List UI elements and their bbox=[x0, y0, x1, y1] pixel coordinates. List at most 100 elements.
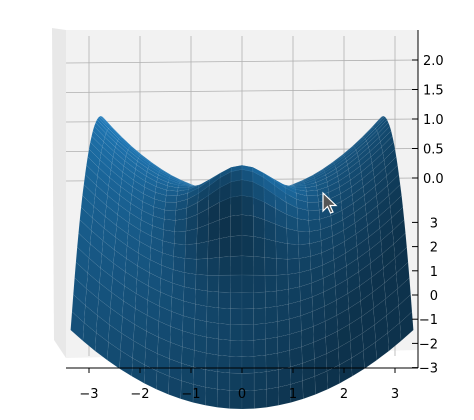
surface-face bbox=[253, 323, 266, 341]
surface-face bbox=[252, 215, 265, 239]
surface-face bbox=[230, 195, 243, 217]
surface-face bbox=[195, 289, 208, 307]
y-tick-label: −2 bbox=[419, 337, 438, 352]
surface-face bbox=[265, 306, 278, 324]
surface-face bbox=[298, 243, 311, 259]
y-tick-label: 3 bbox=[430, 216, 438, 231]
y-tick-label: 1 bbox=[430, 265, 438, 280]
surface-face bbox=[230, 179, 243, 198]
left-pane-edge bbox=[52, 28, 66, 358]
surface-face bbox=[241, 255, 254, 276]
surface-face bbox=[230, 235, 243, 257]
y-tick-label: −1 bbox=[419, 313, 438, 328]
surface-face bbox=[207, 238, 220, 259]
surface-face bbox=[241, 324, 255, 341]
x-tick-label: 1 bbox=[289, 387, 297, 402]
surface-face bbox=[165, 195, 178, 203]
surface-face bbox=[276, 289, 289, 307]
surface-face bbox=[218, 323, 231, 341]
surface-face bbox=[287, 258, 300, 275]
surface-face bbox=[193, 366, 207, 388]
surface-face bbox=[206, 274, 220, 293]
surface-face bbox=[206, 290, 220, 309]
surface-face bbox=[265, 336, 279, 356]
z-tick-label: 1.0 bbox=[423, 113, 444, 128]
surface-face bbox=[173, 230, 187, 245]
surface-face bbox=[241, 195, 254, 217]
grid-line bbox=[65, 59, 419, 64]
surface-face bbox=[399, 311, 414, 342]
y-tick-label: −3 bbox=[419, 362, 438, 377]
surface-face bbox=[230, 214, 243, 237]
surface-face bbox=[253, 274, 266, 293]
surface-face bbox=[297, 218, 310, 232]
surface-face bbox=[241, 179, 254, 198]
surface-face bbox=[218, 291, 231, 309]
surface-face bbox=[264, 257, 277, 276]
surface-face bbox=[206, 321, 219, 340]
z-tick-label: 1.5 bbox=[423, 84, 444, 99]
surface-face bbox=[205, 352, 219, 373]
surface-face bbox=[164, 201, 177, 211]
surface-face bbox=[207, 257, 220, 276]
mouse-pointer-icon bbox=[322, 191, 338, 214]
surface-face bbox=[253, 307, 266, 325]
surface-face bbox=[264, 290, 278, 309]
surface-face bbox=[253, 354, 267, 374]
surface-face bbox=[287, 272, 301, 290]
surface-face bbox=[219, 215, 232, 239]
surface-face bbox=[217, 371, 231, 391]
surface-face bbox=[165, 189, 178, 197]
surface-face bbox=[230, 292, 243, 310]
surface-face bbox=[217, 338, 231, 357]
surface-face bbox=[308, 219, 321, 232]
surface-face bbox=[265, 352, 279, 373]
surface-face bbox=[266, 386, 279, 408]
x-tick-label: −1 bbox=[181, 387, 200, 402]
x-tick-label: 0 bbox=[238, 387, 246, 402]
surface-face bbox=[205, 386, 218, 408]
surface-face bbox=[173, 243, 186, 259]
surface-face bbox=[265, 369, 279, 390]
surface-face bbox=[230, 274, 243, 293]
surface-face bbox=[193, 334, 207, 354]
surface-face bbox=[195, 258, 209, 276]
surface-face bbox=[241, 356, 255, 374]
surface-face bbox=[218, 307, 231, 325]
z-tick-label: 2.0 bbox=[423, 54, 444, 69]
x-tick-label: −2 bbox=[130, 387, 149, 402]
surface-face bbox=[264, 238, 277, 259]
surface-face bbox=[253, 256, 266, 276]
surface-face bbox=[253, 338, 267, 357]
surface-face bbox=[307, 209, 321, 221]
surface-face bbox=[194, 303, 208, 322]
surface-face bbox=[217, 354, 231, 374]
surface-face bbox=[193, 350, 207, 371]
surface-face bbox=[205, 336, 219, 356]
surface-face bbox=[241, 292, 254, 310]
surface-face bbox=[241, 274, 254, 293]
surface-face bbox=[218, 274, 231, 293]
surface-face bbox=[241, 214, 254, 237]
surface-face bbox=[217, 388, 231, 409]
x-tick-label: 2 bbox=[340, 387, 348, 402]
surface-face bbox=[174, 218, 187, 232]
surface-mesh bbox=[70, 115, 414, 410]
grid-line bbox=[65, 118, 419, 123]
surface-face bbox=[205, 369, 219, 390]
surface-face bbox=[277, 366, 291, 388]
surface-face bbox=[275, 241, 288, 260]
y-tick-label: 2 bbox=[430, 241, 438, 256]
x-tick-label: −3 bbox=[79, 387, 98, 402]
surface-face bbox=[218, 236, 231, 258]
surface-face bbox=[195, 274, 208, 292]
surface-face bbox=[196, 241, 209, 260]
surface-face bbox=[183, 272, 197, 290]
surface-face bbox=[218, 256, 231, 276]
surface-face bbox=[307, 201, 320, 211]
surface-face bbox=[297, 230, 311, 245]
surface-face bbox=[253, 236, 266, 258]
surface-face bbox=[230, 255, 243, 276]
surface-face bbox=[286, 228, 299, 245]
